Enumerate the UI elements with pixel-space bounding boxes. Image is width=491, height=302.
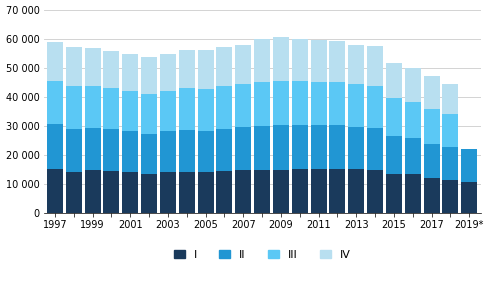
Bar [461, 182, 477, 213]
Bar [104, 88, 119, 129]
Bar [104, 51, 119, 88]
Bar [424, 108, 439, 144]
Bar [197, 50, 214, 89]
Bar [47, 169, 63, 213]
Bar [348, 127, 364, 169]
Bar [329, 40, 346, 82]
Bar [104, 129, 119, 171]
Bar [292, 39, 308, 81]
Bar [122, 91, 138, 131]
Bar [84, 48, 101, 86]
Bar [405, 68, 421, 102]
Bar [273, 125, 289, 170]
Bar [197, 131, 214, 172]
Bar [254, 126, 270, 170]
Bar [217, 171, 232, 213]
Bar [235, 45, 251, 84]
Bar [160, 172, 176, 213]
Bar [66, 130, 82, 172]
Bar [254, 82, 270, 126]
Bar [160, 54, 176, 91]
Bar [122, 54, 138, 91]
Bar [329, 82, 346, 125]
Bar [386, 63, 402, 98]
Bar [292, 169, 308, 213]
Bar [442, 84, 459, 114]
Bar [217, 47, 232, 86]
Bar [386, 136, 402, 174]
Bar [217, 129, 232, 171]
Bar [442, 147, 459, 180]
Bar [160, 131, 176, 172]
Bar [386, 98, 402, 136]
Bar [461, 149, 477, 182]
Bar [47, 42, 63, 81]
Legend: I, II, III, IV: I, II, III, IV [169, 245, 355, 264]
Bar [47, 81, 63, 124]
Bar [424, 178, 439, 213]
Bar [442, 180, 459, 213]
Bar [179, 50, 195, 88]
Bar [329, 169, 346, 213]
Bar [179, 172, 195, 213]
Bar [84, 170, 101, 213]
Bar [197, 172, 214, 213]
Bar [367, 86, 383, 128]
Bar [84, 128, 101, 170]
Bar [367, 128, 383, 170]
Bar [311, 169, 327, 213]
Bar [442, 114, 459, 147]
Bar [367, 47, 383, 86]
Bar [160, 91, 176, 131]
Bar [84, 86, 101, 128]
Bar [179, 88, 195, 130]
Bar [66, 86, 82, 130]
Bar [66, 47, 82, 86]
Bar [217, 86, 232, 129]
Bar [254, 39, 270, 82]
Bar [292, 81, 308, 125]
Bar [405, 102, 421, 138]
Bar [273, 81, 289, 125]
Bar [386, 174, 402, 213]
Bar [367, 170, 383, 213]
Bar [348, 45, 364, 84]
Bar [329, 125, 346, 169]
Bar [179, 130, 195, 172]
Bar [273, 37, 289, 81]
Bar [254, 170, 270, 213]
Bar [273, 170, 289, 213]
Bar [66, 172, 82, 213]
Bar [348, 84, 364, 127]
Bar [424, 76, 439, 108]
Bar [141, 57, 157, 94]
Bar [424, 144, 439, 178]
Bar [141, 94, 157, 134]
Bar [47, 124, 63, 169]
Bar [348, 169, 364, 213]
Bar [141, 174, 157, 213]
Bar [235, 170, 251, 213]
Bar [122, 172, 138, 213]
Bar [122, 131, 138, 172]
Bar [141, 134, 157, 174]
Bar [104, 171, 119, 213]
Bar [235, 84, 251, 127]
Bar [311, 125, 327, 169]
Bar [292, 125, 308, 169]
Bar [405, 138, 421, 175]
Bar [197, 89, 214, 131]
Bar [405, 175, 421, 213]
Bar [235, 127, 251, 170]
Bar [311, 82, 327, 125]
Bar [311, 40, 327, 82]
